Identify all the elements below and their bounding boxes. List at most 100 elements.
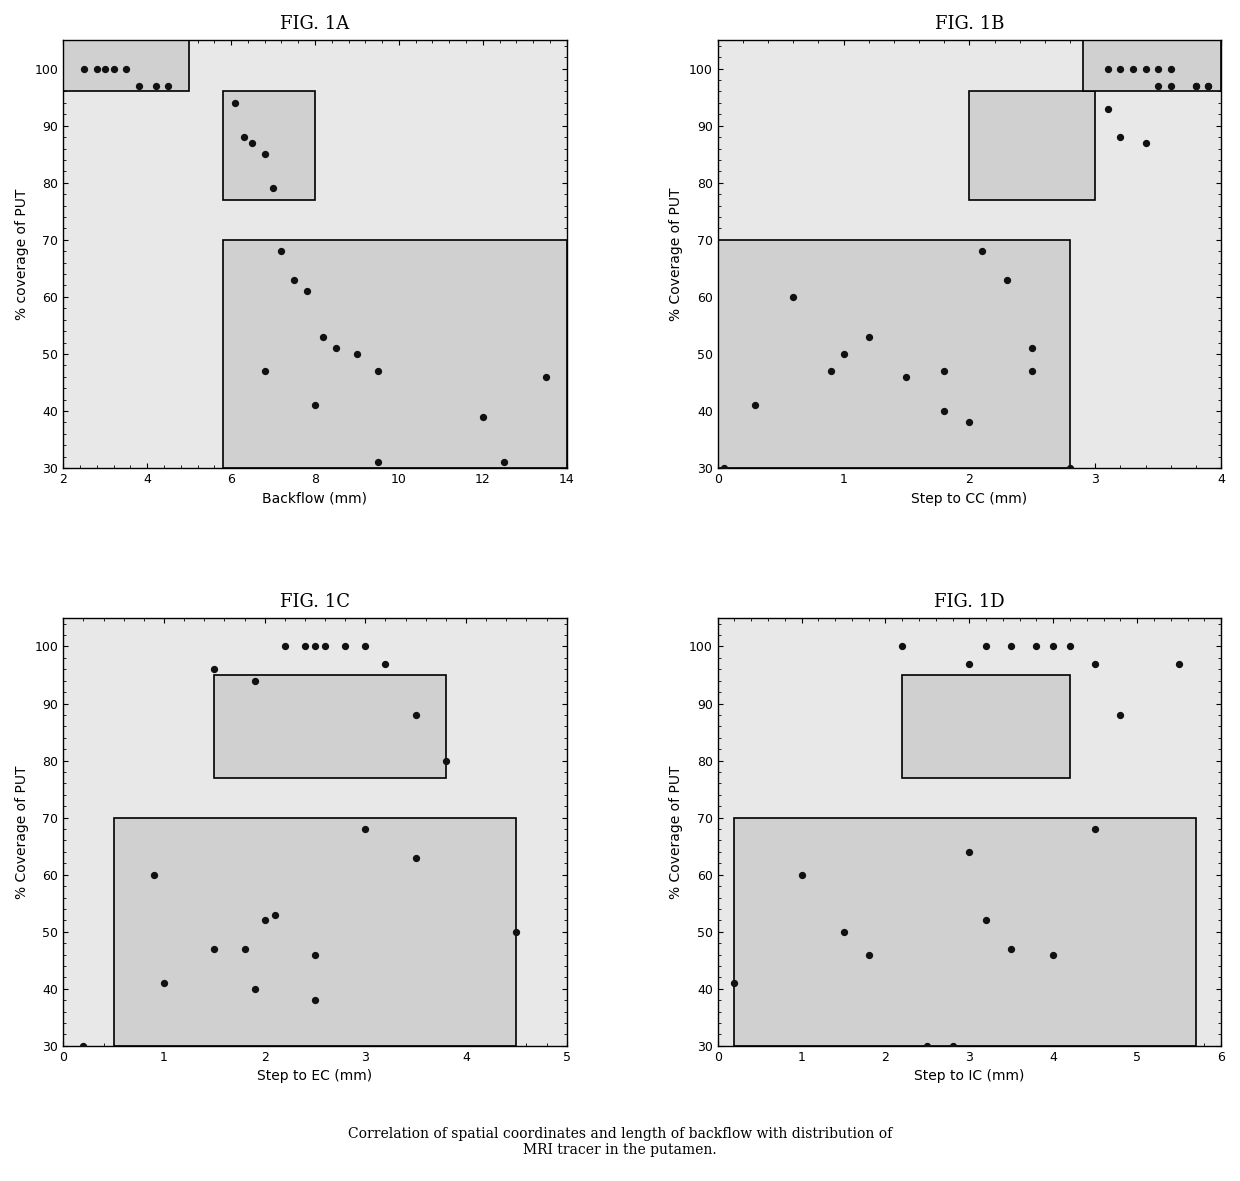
Point xyxy=(1199,77,1219,96)
Point xyxy=(275,637,295,655)
X-axis label: Step to CC (mm): Step to CC (mm) xyxy=(911,491,1028,505)
Point xyxy=(1085,654,1105,673)
Point xyxy=(205,660,224,679)
Point xyxy=(1148,59,1168,78)
Point xyxy=(972,242,992,261)
Bar xyxy=(718,240,1070,468)
Point xyxy=(305,637,325,655)
Point xyxy=(234,128,254,146)
Point xyxy=(960,654,980,673)
Point xyxy=(284,270,304,289)
Point xyxy=(724,973,744,992)
X-axis label: Step to IC (mm): Step to IC (mm) xyxy=(914,1069,1024,1083)
Point xyxy=(1043,945,1063,964)
Point xyxy=(1022,361,1042,380)
Point xyxy=(1136,133,1156,152)
Point xyxy=(1199,77,1219,96)
Point xyxy=(254,911,274,929)
Point xyxy=(1002,637,1022,655)
Point xyxy=(1169,654,1189,673)
Point xyxy=(376,654,396,673)
Title: FIG. 1B: FIG. 1B xyxy=(935,15,1004,33)
Point xyxy=(356,820,376,839)
Point xyxy=(263,180,283,198)
Point xyxy=(314,327,334,346)
Bar xyxy=(903,676,1070,778)
Bar xyxy=(970,91,1095,200)
Point xyxy=(234,939,254,958)
Point xyxy=(335,637,355,655)
Point xyxy=(1161,59,1180,78)
Y-axis label: % Coverage of PUT: % Coverage of PUT xyxy=(670,765,683,899)
Point xyxy=(1161,77,1180,96)
Bar xyxy=(734,817,1195,1046)
Point xyxy=(405,848,425,867)
Point xyxy=(265,905,285,924)
Point xyxy=(315,637,335,655)
Point xyxy=(272,242,291,261)
Point xyxy=(1002,939,1022,958)
Point xyxy=(73,1037,93,1056)
Point xyxy=(159,77,179,96)
Point xyxy=(960,842,980,861)
Point xyxy=(1022,339,1042,358)
Point xyxy=(472,407,492,426)
Point xyxy=(244,979,264,998)
Point xyxy=(784,287,804,306)
Point xyxy=(1060,458,1080,477)
Point xyxy=(74,59,94,78)
Point xyxy=(305,396,325,415)
Point xyxy=(997,270,1017,289)
Point xyxy=(368,454,388,472)
Point xyxy=(1185,77,1205,96)
Title: FIG. 1D: FIG. 1D xyxy=(934,593,1004,611)
Point xyxy=(154,973,174,992)
Point xyxy=(356,637,376,655)
Point xyxy=(1111,59,1131,78)
Point xyxy=(226,93,246,112)
Point xyxy=(1111,705,1131,724)
Point xyxy=(1043,637,1063,655)
Point xyxy=(1111,128,1131,146)
Bar xyxy=(63,40,190,91)
Bar xyxy=(223,240,567,468)
Point xyxy=(347,345,367,364)
Point xyxy=(791,866,811,885)
Point xyxy=(893,637,913,655)
Y-axis label: % Coverage of PUT: % Coverage of PUT xyxy=(670,188,683,321)
Point xyxy=(745,396,765,415)
Point xyxy=(1185,77,1205,96)
Point xyxy=(242,133,262,152)
Point xyxy=(1060,637,1080,655)
Point xyxy=(205,939,224,958)
Point xyxy=(368,361,388,380)
Point xyxy=(144,866,164,885)
Bar xyxy=(215,676,446,778)
Bar xyxy=(223,91,315,200)
Point xyxy=(305,945,325,964)
Point xyxy=(859,945,879,964)
Point xyxy=(326,339,346,358)
Point xyxy=(1123,59,1143,78)
Y-axis label: % Coverage of PUT: % Coverage of PUT xyxy=(15,765,29,899)
Point xyxy=(1136,59,1156,78)
Point xyxy=(436,751,456,770)
Point xyxy=(295,637,315,655)
Title: FIG. 1C: FIG. 1C xyxy=(280,593,350,611)
Bar xyxy=(114,817,516,1046)
Point xyxy=(934,361,954,380)
Point xyxy=(1027,637,1047,655)
Point xyxy=(1148,77,1168,96)
Point xyxy=(536,367,556,386)
Point xyxy=(129,77,149,96)
Point xyxy=(104,59,124,78)
X-axis label: Step to EC (mm): Step to EC (mm) xyxy=(258,1069,372,1083)
Point xyxy=(960,413,980,432)
Point xyxy=(296,282,316,301)
Point xyxy=(976,637,996,655)
Point xyxy=(1085,820,1105,839)
Point xyxy=(254,145,274,164)
Point xyxy=(1097,59,1117,78)
Point xyxy=(918,1037,937,1056)
Point xyxy=(405,705,425,724)
